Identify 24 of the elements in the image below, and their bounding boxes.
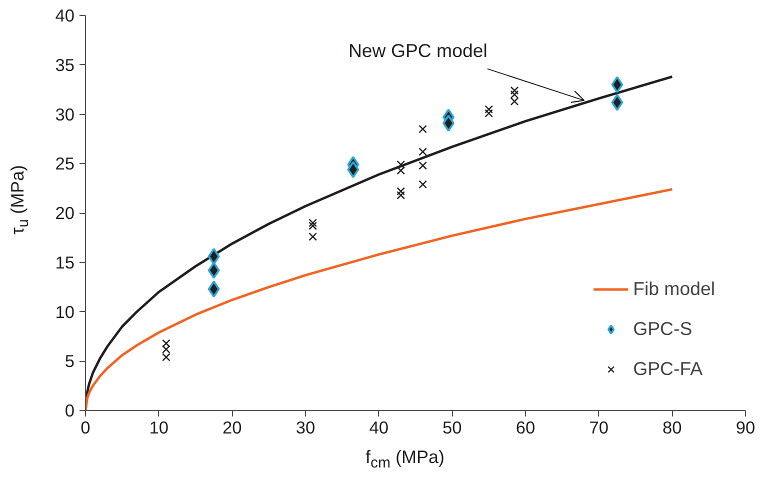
x-tick-label: 0: [80, 418, 90, 438]
x-tick-label: 80: [662, 418, 682, 438]
legend-label: GPC-FA: [633, 358, 703, 380]
y-tick-label: 5: [64, 351, 75, 372]
x-tick-label: 90: [736, 418, 756, 438]
y-tick-label: 35: [55, 54, 75, 75]
y-tick-label: 25: [55, 154, 75, 174]
x-axis-title: f$_{cm}$ (MPa): [364, 446, 446, 474]
x-tick-label: 10: [149, 418, 168, 438]
x-tick-label: 70: [589, 418, 608, 438]
x-tick-label: 50: [442, 418, 462, 438]
y-tick-label: 0: [64, 400, 75, 420]
y-tick-label: 10: [55, 302, 75, 322]
legend-label: Fib model: [633, 278, 715, 300]
y-tick-label: 20: [55, 203, 75, 223]
y-tick-label: 15: [55, 252, 75, 272]
x-tick-label: 20: [222, 418, 242, 438]
y-tick-label: 30: [55, 104, 75, 124]
x-tick-label: 30: [296, 418, 316, 438]
x-tick-label: 40: [369, 418, 388, 438]
y-tick-label: 40: [55, 6, 75, 26]
legend-label: GPC-S: [633, 318, 692, 340]
annotation: New GPC model: [348, 40, 488, 61]
x-tick-label: 60: [516, 418, 536, 438]
